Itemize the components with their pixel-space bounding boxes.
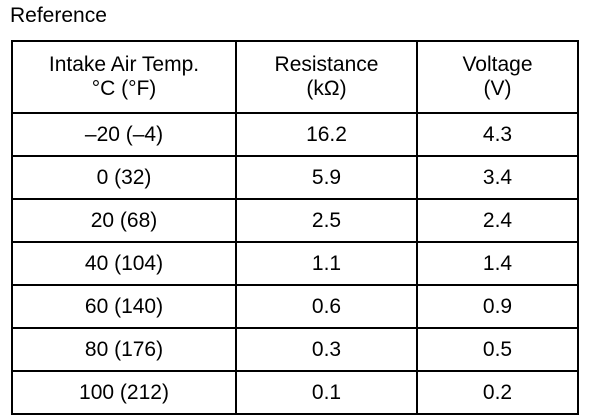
table-row: –20 (–4) 16.2 4.3	[11, 112, 579, 157]
header-label: Intake Air Temp.	[48, 53, 200, 76]
table-row: 20 (68) 2.5 2.4	[11, 198, 579, 243]
temp-cell: 40 (104)	[11, 241, 237, 286]
resistance-cell: 2.5	[235, 198, 418, 243]
table-row: 80 (176) 0.3 0.5	[11, 327, 579, 372]
table-row: 60 (140) 0.6 0.9	[11, 284, 579, 329]
resistance-cell: 5.9	[235, 155, 418, 200]
voltage-cell: 0.5	[416, 327, 579, 372]
resistance-cell: 16.2	[235, 112, 418, 157]
temp-cell: 20 (68)	[11, 198, 237, 243]
reference-table: Intake Air Temp. °C (°F) Resistance (kΩ)…	[11, 40, 579, 415]
table-caption: Reference	[10, 4, 107, 27]
voltage-cell: 0.2	[416, 370, 579, 415]
voltage-cell: 1.4	[416, 241, 579, 286]
table-row: 0 (32) 5.9 3.4	[11, 155, 579, 200]
header-unit: °C (°F)	[91, 77, 157, 100]
table-row: 100 (212) 0.1 0.2	[11, 370, 579, 415]
temp-cell: 0 (32)	[11, 155, 237, 200]
voltage-cell: 4.3	[416, 112, 579, 157]
header-label: Resistance	[274, 53, 379, 76]
temp-cell: 60 (140)	[11, 284, 237, 329]
header-unit: (V)	[483, 77, 512, 100]
temp-cell: –20 (–4)	[11, 112, 237, 157]
header-unit: (kΩ)	[306, 77, 347, 100]
voltage-cell: 3.4	[416, 155, 579, 200]
header-voltage: Voltage (V)	[416, 40, 579, 114]
table-row: 40 (104) 1.1 1.4	[11, 241, 579, 286]
resistance-cell: 0.6	[235, 284, 418, 329]
header-label: Voltage	[462, 53, 533, 76]
temp-cell: 80 (176)	[11, 327, 237, 372]
resistance-cell: 1.1	[235, 241, 418, 286]
resistance-cell: 0.3	[235, 327, 418, 372]
header-intake-air-temp: Intake Air Temp. °C (°F)	[11, 40, 237, 114]
header-row: Intake Air Temp. °C (°F) Resistance (kΩ)…	[11, 40, 579, 114]
voltage-cell: 0.9	[416, 284, 579, 329]
temp-cell: 100 (212)	[11, 370, 237, 415]
voltage-cell: 2.4	[416, 198, 579, 243]
resistance-cell: 0.1	[235, 370, 418, 415]
header-resistance: Resistance (kΩ)	[235, 40, 418, 114]
